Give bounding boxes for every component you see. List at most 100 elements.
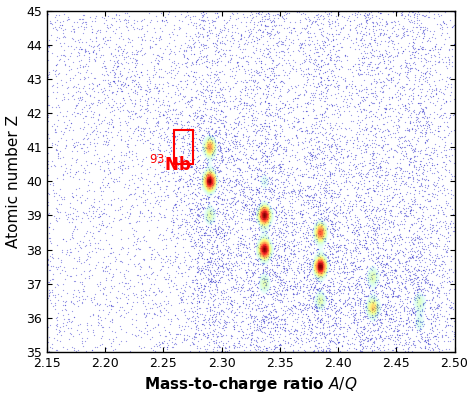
Point [237, 333, 245, 340]
Point [358, 332, 366, 338]
Point [302, 166, 310, 172]
Point [194, 120, 202, 127]
Point [180, 143, 187, 149]
Point [291, 325, 299, 332]
Point [302, 89, 310, 95]
Point [198, 252, 206, 258]
Point [308, 295, 315, 302]
Point [263, 265, 271, 272]
Point [140, 256, 148, 262]
Point [333, 30, 340, 37]
Point [254, 210, 262, 216]
Point [184, 157, 192, 164]
Point [252, 218, 260, 225]
Point [291, 188, 299, 195]
Point [367, 66, 375, 73]
Point [377, 334, 384, 341]
Point [362, 312, 369, 319]
Point [280, 229, 287, 236]
Point [118, 81, 125, 87]
Point [255, 305, 262, 311]
Point [423, 296, 431, 303]
Point [234, 102, 242, 109]
Point [189, 72, 196, 79]
Point [298, 11, 305, 18]
Point [377, 310, 384, 316]
Point [271, 122, 278, 128]
Point [298, 222, 305, 229]
Point [109, 188, 117, 194]
Point [173, 169, 181, 175]
Point [107, 245, 114, 251]
Point [241, 87, 249, 93]
Point [215, 146, 222, 153]
Point [92, 125, 100, 131]
Point [372, 96, 380, 102]
Point [251, 77, 259, 83]
Point [184, 42, 192, 48]
Point [325, 287, 332, 293]
Point [236, 303, 243, 309]
Point [65, 16, 73, 22]
Point [283, 89, 291, 96]
Point [418, 193, 426, 199]
Point [202, 348, 210, 354]
Point [378, 16, 386, 22]
Point [138, 136, 146, 142]
Point [163, 183, 170, 189]
Point [288, 231, 295, 238]
Point [188, 231, 195, 238]
Point [248, 210, 256, 217]
Point [430, 28, 438, 34]
Point [275, 164, 283, 171]
Point [326, 283, 333, 289]
Point [273, 288, 281, 294]
Point [370, 165, 377, 172]
Point [258, 152, 266, 158]
Point [218, 108, 226, 114]
Point [379, 147, 387, 154]
Point [327, 187, 335, 194]
Point [433, 251, 440, 257]
Point [137, 34, 145, 40]
Point [374, 254, 382, 260]
Point [261, 324, 269, 330]
Point [392, 191, 399, 198]
Point [224, 26, 232, 32]
Point [219, 217, 227, 223]
Point [447, 176, 455, 183]
Point [445, 296, 452, 303]
Point [368, 340, 376, 347]
Point [327, 192, 335, 198]
Point [274, 14, 282, 21]
Point [213, 334, 220, 341]
Point [368, 223, 376, 230]
Point [364, 272, 371, 278]
Point [268, 190, 276, 197]
Point [364, 20, 371, 26]
Point [153, 84, 160, 90]
Point [267, 251, 275, 257]
Point [160, 102, 168, 108]
Point [306, 268, 313, 275]
Point [221, 280, 229, 286]
Point [350, 304, 357, 311]
Point [371, 295, 378, 302]
Point [424, 331, 431, 337]
Point [402, 278, 410, 284]
Point [400, 202, 408, 208]
Point [434, 176, 442, 183]
Point [256, 147, 264, 154]
Point [325, 146, 332, 153]
Point [259, 153, 266, 160]
Point [392, 341, 400, 348]
Point [307, 97, 314, 103]
Point [71, 142, 79, 149]
Point [199, 18, 207, 25]
Point [329, 251, 337, 257]
Point [314, 49, 322, 55]
Point [273, 324, 281, 330]
Point [365, 298, 373, 304]
Point [292, 191, 299, 197]
Point [365, 55, 372, 62]
